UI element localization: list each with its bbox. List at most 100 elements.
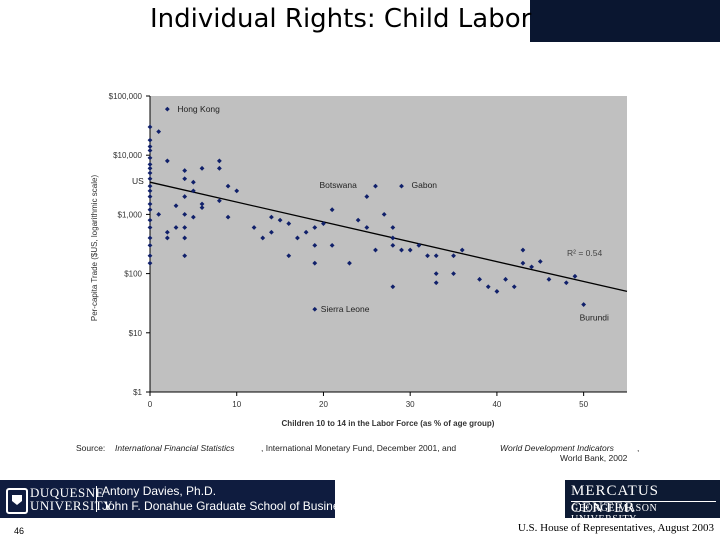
data-point [190, 188, 196, 194]
university-name-line1: DUQUESNE [30, 485, 105, 500]
presenter-affiliation: John F. Donahue Graduate School of Busin… [102, 499, 352, 513]
data-point [503, 276, 508, 282]
data-point [164, 229, 170, 235]
data-point [416, 242, 422, 248]
data-point [147, 225, 153, 230]
x-tick-label: 30 [406, 400, 415, 409]
page-number: 46 [14, 526, 25, 536]
data-point [147, 217, 153, 223]
data-point [277, 217, 283, 223]
data-point [199, 201, 205, 207]
data-point [407, 247, 413, 253]
data-point [216, 198, 222, 204]
y-tick-label: $10 [129, 329, 143, 338]
data-point [225, 183, 231, 189]
source-comma: , [637, 443, 640, 453]
title-bar-left [0, 0, 140, 42]
data-point [485, 284, 491, 290]
data-point [234, 188, 240, 194]
mercatus-rule [571, 501, 716, 502]
data-point [537, 259, 543, 264]
data-point [147, 183, 153, 189]
data-point [390, 235, 396, 241]
data-point [520, 260, 526, 266]
data-point [563, 280, 569, 286]
x-tick-label: 10 [232, 400, 241, 409]
data-point [147, 137, 153, 143]
source-prefix: Source: [76, 443, 106, 453]
data-point [147, 161, 153, 167]
data-point [581, 302, 587, 307]
data-point [147, 253, 153, 259]
data-point [269, 229, 274, 235]
mercatus-university: GEORGE MASON UNIVERSITY [571, 503, 658, 525]
data-point [147, 201, 153, 207]
data-point [381, 212, 387, 217]
data-point [459, 247, 465, 253]
scatter-chart: $100,000$10,000$1,000$100$10$10 10 20 30 40 5… [90, 92, 628, 428]
data-point [347, 260, 352, 266]
data-point [182, 176, 188, 182]
data-point [182, 225, 188, 230]
logo-divider [96, 486, 97, 512]
annotation-label: Burundi [580, 313, 609, 323]
data-point [425, 253, 430, 259]
x-tick-label: 20 [319, 400, 328, 409]
data-point [216, 158, 222, 164]
data-point [173, 225, 179, 230]
y-tick-label: $10,000 [113, 151, 142, 160]
data-point [321, 221, 326, 226]
data-point [286, 253, 292, 259]
mercatus-logo: MERCATUS CENTER GEORGE MASON UNIVERSITY [565, 480, 720, 525]
y-axis-label: Per-capita Trade ($US, logarithmic scale… [90, 175, 99, 322]
data-point [286, 221, 292, 226]
data-point [147, 155, 153, 161]
data-point [364, 225, 370, 230]
r-squared-label: R² = 0.54 [567, 248, 602, 258]
data-point [190, 214, 196, 220]
data-point [269, 214, 274, 220]
page-title: Individual Rights: Child Labor [150, 4, 532, 34]
data-point [373, 183, 378, 189]
data-points [147, 106, 587, 312]
data-point [329, 207, 335, 213]
data-point [147, 194, 153, 199]
source-imf: , International Monetary Fund, December … [261, 443, 457, 453]
data-point [164, 235, 170, 241]
data-point [390, 242, 396, 248]
data-point [251, 225, 257, 230]
data-point [399, 183, 404, 189]
data-point [399, 247, 404, 253]
data-point [147, 148, 153, 153]
data-point [147, 124, 153, 130]
data-point [451, 253, 456, 259]
data-point [147, 165, 153, 171]
source-wdi: World Development Indicators [500, 443, 614, 453]
presenter-info: Antony Davies, Ph.D. John F. Donahue Gra… [102, 484, 352, 514]
data-point [303, 229, 309, 235]
trendline [149, 181, 628, 293]
data-point [364, 194, 370, 199]
data-point [173, 203, 179, 209]
y-tick-label: $1 [133, 388, 142, 397]
annotation-label: Sierra Leone [321, 304, 370, 314]
data-point [147, 260, 153, 266]
presentation-credit: U.S. House of Representatives, August 20… [517, 522, 714, 534]
data-point [147, 144, 153, 149]
tick-labels: $100,000$10,000$1,000$100$10$10 10 20 30 40 5… [109, 92, 589, 409]
data-point [260, 235, 266, 241]
source-wb: World Bank, 2002 [560, 453, 628, 463]
x-axis-label: Children 10 to 14 in the Labor Force (as… [282, 419, 495, 428]
university-name-line2: UNIVERSITY [30, 498, 113, 513]
data-point [147, 188, 153, 194]
data-point [572, 273, 578, 279]
data-point [182, 235, 188, 241]
data-point [190, 179, 196, 185]
data-point [182, 212, 188, 217]
data-point [147, 170, 153, 176]
data-point [494, 289, 500, 294]
x-tick-label: 50 [579, 400, 588, 409]
data-point [529, 264, 534, 270]
data-point [182, 253, 188, 259]
data-point [477, 276, 482, 282]
